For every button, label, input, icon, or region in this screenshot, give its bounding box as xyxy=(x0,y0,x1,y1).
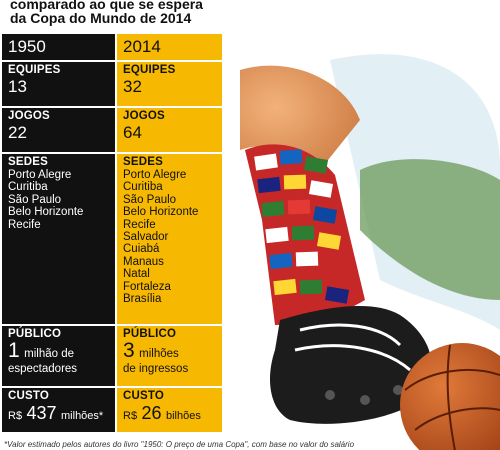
teams-1950: EQUIPES 13 xyxy=(2,62,115,106)
host-city: Natal xyxy=(123,268,150,281)
teams-2014: EQUIPES 32 xyxy=(117,62,222,106)
hosts-label: SEDES xyxy=(123,156,163,168)
host-city: Recife xyxy=(8,218,41,231)
teams-row: EQUIPES 13 EQUIPES 32 xyxy=(2,62,222,106)
host-city: Porto Alegre xyxy=(8,169,72,181)
host-city: São Paulo xyxy=(123,193,177,206)
host-city: Salvador xyxy=(123,231,169,244)
cost-value: R$ 437 milhões* xyxy=(8,403,109,426)
audience-2014: PÚBLICO 3 milhões de ingressos xyxy=(117,326,222,386)
teams-label: EQUIPES xyxy=(8,64,61,76)
cost-label: CUSTO xyxy=(123,390,165,402)
cost-number: 437 xyxy=(26,403,57,423)
audience-unit: milhões xyxy=(139,348,179,360)
hosts-2014: SEDES Porto Alegre Curitiba São Paulo Be… xyxy=(117,154,222,324)
games-label: JOGOS xyxy=(8,110,50,122)
audience-unit: milhão de xyxy=(24,348,75,360)
footnote: *Valor estimado pelos autores do livro "… xyxy=(4,440,355,449)
football-boot-icon xyxy=(270,305,432,424)
audience-1950: PÚBLICO 1 milhão de espectadores xyxy=(2,326,115,386)
flag-sock-icon xyxy=(245,144,365,325)
audience-value: 3 milhões xyxy=(123,339,216,363)
games-1950: JOGOS 22 xyxy=(2,108,115,152)
host-city: Porto Alegre xyxy=(123,169,187,181)
world-cup-poster-art xyxy=(240,54,500,450)
teams-value: 32 xyxy=(123,77,142,96)
teams-value: 13 xyxy=(8,77,27,96)
teams-label: EQUIPES xyxy=(123,64,176,76)
title-line-1: comparado ao que se espera xyxy=(10,0,203,12)
soccer-ball-icon xyxy=(400,343,500,450)
host-city: São Paulo xyxy=(8,193,62,206)
audience-value: 1 milhão de xyxy=(8,339,109,363)
cost-value: R$ 26 bilhões xyxy=(123,403,216,426)
audience-line2: espectadores xyxy=(8,363,78,375)
games-label: JOGOS xyxy=(123,110,165,122)
host-city: Curitiba xyxy=(123,181,163,194)
cost-2014: CUSTO R$ 26 bilhões xyxy=(117,388,222,432)
year-2014: 2014 xyxy=(117,34,222,60)
cost-row: CUSTO R$ 437 milhões* CUSTO R$ 26 bilhõe… xyxy=(2,388,222,432)
audience-label: PÚBLICO xyxy=(8,328,62,340)
games-2014: JOGOS 64 xyxy=(117,108,222,152)
cost-suffix: bilhões xyxy=(166,410,201,422)
year-1950: 1950 xyxy=(2,34,115,60)
host-city: Belo Horizonte xyxy=(8,206,84,219)
host-city: Brasília xyxy=(123,293,162,306)
games-value: 64 xyxy=(123,123,142,142)
cost-suffix: milhões* xyxy=(61,410,104,422)
cost-prefix: R$ xyxy=(123,410,138,422)
audience-number: 1 xyxy=(8,339,20,362)
audience-number: 3 xyxy=(123,339,135,362)
hosts-label: SEDES xyxy=(8,156,48,168)
cost-prefix: R$ xyxy=(8,410,23,422)
title-line-2: da Copa do Mundo de 2014 xyxy=(10,10,192,26)
audience-row: PÚBLICO 1 milhão de espectadores PÚBLICO… xyxy=(2,326,222,386)
cost-1950: CUSTO R$ 437 milhões* xyxy=(2,388,115,432)
page-title: comparado ao que se espera da Copa do Mu… xyxy=(0,0,340,28)
cost-number: 26 xyxy=(141,403,162,423)
hosts-row: SEDES Porto Alegre Curitiba São Paulo Be… xyxy=(2,154,222,324)
audience-line2: de ingressos xyxy=(123,363,189,375)
leg-shape xyxy=(240,65,360,170)
host-city: Cuiabá xyxy=(123,243,160,256)
audience-label: PÚBLICO xyxy=(123,328,177,340)
host-city: Belo Horizonte xyxy=(123,206,199,219)
year-row: 1950 2014 xyxy=(2,34,222,60)
games-value: 22 xyxy=(8,123,27,142)
cost-label: CUSTO xyxy=(8,390,50,402)
host-city: Fortaleza xyxy=(123,280,171,293)
host-city: Recife xyxy=(123,218,156,231)
host-city: Manaus xyxy=(123,255,164,268)
hosts-1950: SEDES Porto Alegre Curitiba São Paulo Be… xyxy=(2,154,115,324)
comparison-table: 1950 2014 EQUIPES 13 EQUIPES 32 JOGOS 22… xyxy=(2,34,222,434)
games-row: JOGOS 22 JOGOS 64 xyxy=(2,108,222,152)
host-city: Curitiba xyxy=(8,181,48,194)
